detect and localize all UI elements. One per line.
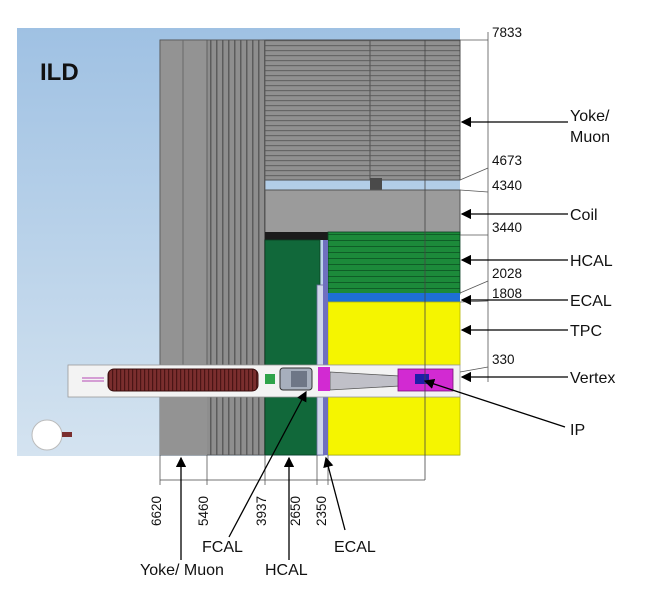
hcal-endcap-lower xyxy=(264,396,321,456)
ecal-barrel xyxy=(328,293,460,302)
right-labels: Yoke/ Muon Coil HCAL ECAL TPC Vertex IP xyxy=(423,108,615,439)
label-fcal: FCAL xyxy=(202,539,243,556)
yoke-barrel-inner xyxy=(262,39,461,181)
label-coil: Coil xyxy=(570,207,598,224)
label-ecal-bottom: ECAL xyxy=(334,539,376,556)
globe-icon xyxy=(31,419,63,451)
axial-dimension-scale: 6620 5460 3937 2650 2350 xyxy=(149,496,329,526)
dim-2650: 2650 xyxy=(288,496,303,526)
label-ip: IP xyxy=(570,422,585,439)
diagram-title: ILD xyxy=(40,59,79,86)
dim-7833: 7833 xyxy=(492,25,522,40)
dim-330: 330 xyxy=(492,352,515,367)
tpc xyxy=(327,301,461,366)
bottom-labels: FCAL ECAL Yoke/ Muon HCAL xyxy=(140,390,376,579)
label-hcal: HCAL xyxy=(570,253,613,270)
dim-2028: 2028 xyxy=(492,266,522,281)
dim-3440: 3440 xyxy=(492,220,522,235)
tpc-lower xyxy=(327,396,461,456)
label-tpc: TPC xyxy=(570,323,602,340)
dim-6620: 6620 xyxy=(149,496,164,526)
coil xyxy=(264,189,461,236)
dim-4673: 4673 xyxy=(492,153,522,168)
radial-dimension-scale: 7833 4673 4340 3440 2028 1808 330 xyxy=(492,25,522,367)
dim-4340: 4340 xyxy=(492,178,522,193)
label-ecal: ECAL xyxy=(570,293,612,310)
dim-1808: 1808 xyxy=(492,286,522,301)
dim-5460: 5460 xyxy=(196,496,211,526)
hcal-endcap xyxy=(264,239,321,366)
label-vertex: Vertex xyxy=(570,370,615,387)
dim-2350: 2350 xyxy=(314,496,329,526)
label-yoke-muon-bottom: Yoke/ Muon xyxy=(140,562,224,579)
label-hcal-bottom: HCAL xyxy=(265,562,308,579)
dim-3937: 3937 xyxy=(254,496,269,526)
ecal-endcap xyxy=(316,284,325,366)
hcal-barrel xyxy=(327,231,461,295)
label-yoke-muon: Yoke/ Muon xyxy=(570,108,614,146)
beam-magnet xyxy=(107,368,259,392)
